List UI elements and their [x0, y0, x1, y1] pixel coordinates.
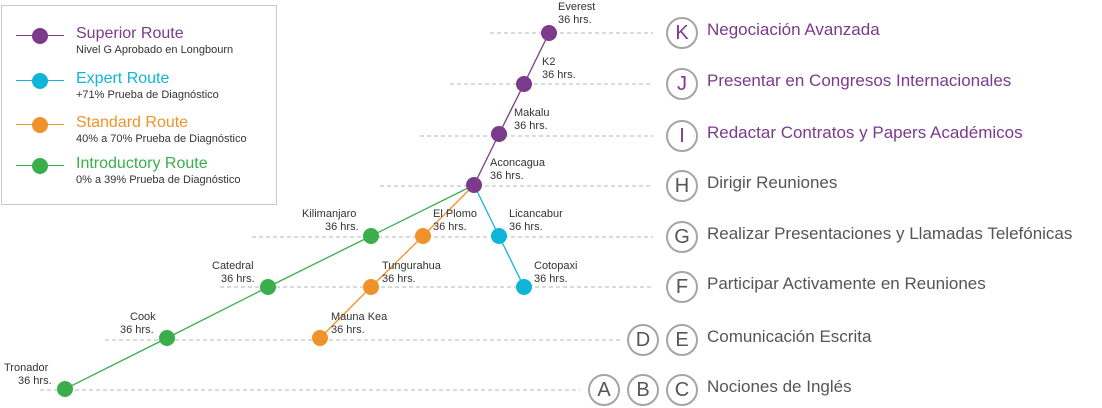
peak-name: Cook [130, 311, 156, 323]
peak-dot [516, 76, 532, 92]
level-badge: K [666, 17, 698, 49]
peak-name: Licancabur [509, 208, 563, 220]
level-badge: D [627, 324, 659, 356]
peak-hours: 36 hrs. [331, 324, 365, 336]
level-badge: F [666, 271, 698, 303]
legend-dot [32, 158, 48, 174]
legend-item: Superior Route Nivel G Aprobado en Longbo… [2, 23, 272, 63]
peak-dot [159, 330, 175, 346]
peak-dot [260, 279, 276, 295]
peak-dot [363, 279, 379, 295]
peak-dot [541, 25, 557, 41]
level-label: Presentar en Congresos Internacionales [707, 71, 1012, 90]
peak-hours: 36 hrs. [433, 221, 467, 233]
level-badge: I [666, 120, 698, 152]
peak-hours: 36 hrs. [221, 273, 255, 285]
peak-dot [491, 228, 507, 244]
legend-subtitle: 40% a 70% Prueba de Diagnóstico [76, 133, 247, 145]
legend-name: Introductory Route [76, 155, 208, 172]
level-label: Nociones de Inglés [707, 377, 852, 396]
level-label: Dirigir Reuniones [707, 173, 838, 192]
peak-dot [57, 381, 73, 397]
peak-hours: 36 hrs. [509, 221, 543, 233]
legend-subtitle: Nivel G Aprobado en Longbourn [76, 44, 234, 56]
level-badge: J [666, 68, 698, 100]
level-label: Negociación Avanzada [707, 20, 880, 39]
peak-name: Kilimanjaro [302, 208, 356, 220]
level-badge: G [666, 221, 698, 253]
peak-name: Aconcagua [490, 157, 546, 169]
peak-hours: 36 hrs. [18, 375, 52, 387]
peak-hours: 36 hrs. [490, 170, 524, 182]
peak-name: Catedral [212, 260, 254, 272]
level-label: Redactar Contratos y Papers Académicos [707, 123, 1023, 142]
legend-item: Expert Route +71% Prueba de Diagnóstico [2, 68, 272, 108]
level-label: Comunicación Escrita [707, 327, 872, 346]
legend-dot [32, 28, 48, 44]
route-line-standard [319, 184, 475, 339]
peak-name: K2 [542, 56, 555, 68]
level-badge: H [666, 170, 698, 202]
peak-dot [516, 279, 532, 295]
peak-name: Tronador [4, 362, 49, 374]
peak-name: Everest [558, 1, 595, 13]
legend-name: Standard Route [76, 114, 189, 131]
legend-name: Superior Route [76, 25, 184, 42]
legend-dot [32, 117, 48, 133]
peak-dot [363, 228, 379, 244]
legend-name: Expert Route [76, 70, 170, 87]
peak-name: Cotopaxi [534, 260, 577, 272]
legend: Superior Route Nivel G Aprobado en Longbo… [1, 5, 277, 205]
level-badge: C [666, 374, 698, 406]
peak-hours: 36 hrs. [120, 324, 154, 336]
legend-item: Introductory Route 0% a 39% Prueba de Dia… [2, 153, 272, 193]
peak-hours: 36 hrs. [382, 273, 416, 285]
peak-hours: 36 hrs. [514, 120, 548, 132]
peak-dot [415, 228, 431, 244]
peak-name: Tungurahua [382, 260, 442, 272]
peak-hours: 36 hrs. [558, 14, 592, 26]
peak-dot [491, 126, 507, 142]
peak-dot [466, 177, 482, 193]
peak-name: Makalu [514, 107, 549, 119]
level-label: Realizar Presentaciones y Llamadas Telef… [707, 224, 1073, 243]
peak-dot [312, 330, 328, 346]
peak-name: El Plomo [433, 208, 477, 220]
level-badge: A [588, 374, 620, 406]
legend-subtitle: 0% a 39% Prueba de Diagnóstico [76, 174, 241, 186]
legend-subtitle: +71% Prueba de Diagnóstico [76, 89, 219, 101]
peak-hours: 36 hrs. [325, 221, 359, 233]
route-line-superior [473, 32, 550, 186]
peak-name: Mauna Kea [331, 311, 388, 323]
level-label: Participar Activamente en Reuniones [707, 274, 986, 293]
level-badge: E [666, 324, 698, 356]
peak-hours: 36 hrs. [542, 69, 576, 81]
legend-item: Standard Route 40% a 70% Prueba de Diagnó… [2, 112, 272, 152]
level-badge: B [627, 374, 659, 406]
peak-hours: 36 hrs. [534, 273, 568, 285]
legend-dot [32, 73, 48, 89]
